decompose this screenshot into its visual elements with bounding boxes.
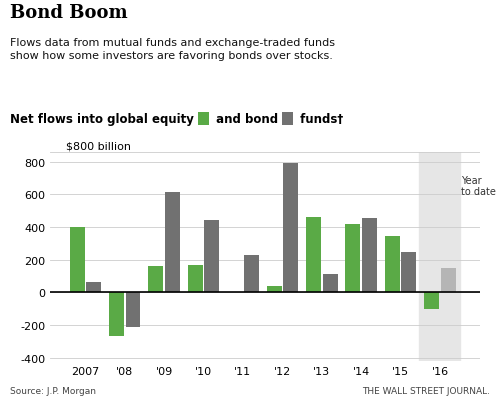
Bar xyxy=(283,164,298,292)
Text: THE WALL STREET JOURNAL.: THE WALL STREET JOURNAL. xyxy=(362,386,490,395)
Bar xyxy=(441,268,456,292)
Bar xyxy=(204,220,220,292)
Bar xyxy=(188,265,202,292)
Text: funds†: funds† xyxy=(296,113,343,126)
Text: $800 billion: $800 billion xyxy=(66,142,130,152)
Bar xyxy=(86,282,101,292)
Bar xyxy=(346,224,360,292)
Bar xyxy=(148,266,164,292)
Text: Net flows into global equity: Net flows into global equity xyxy=(10,113,198,126)
Bar xyxy=(306,217,321,292)
Bar xyxy=(420,152,461,361)
Text: Bond Boom: Bond Boom xyxy=(10,4,128,22)
Text: Source: J.P. Morgan: Source: J.P. Morgan xyxy=(10,386,96,395)
Text: Year
to date: Year to date xyxy=(461,175,496,197)
Text: and bond: and bond xyxy=(212,113,282,126)
Bar xyxy=(244,255,258,292)
Bar xyxy=(385,236,400,292)
Bar xyxy=(362,219,377,292)
Bar xyxy=(126,292,140,328)
Bar xyxy=(165,192,180,292)
Bar xyxy=(109,292,124,336)
Bar xyxy=(322,275,338,292)
Bar xyxy=(266,286,281,292)
Bar xyxy=(402,253,416,292)
Bar xyxy=(70,227,84,292)
Bar xyxy=(424,292,439,309)
Text: Flows data from mutual funds and exchange-traded funds
show how some investors a: Flows data from mutual funds and exchang… xyxy=(10,38,335,61)
